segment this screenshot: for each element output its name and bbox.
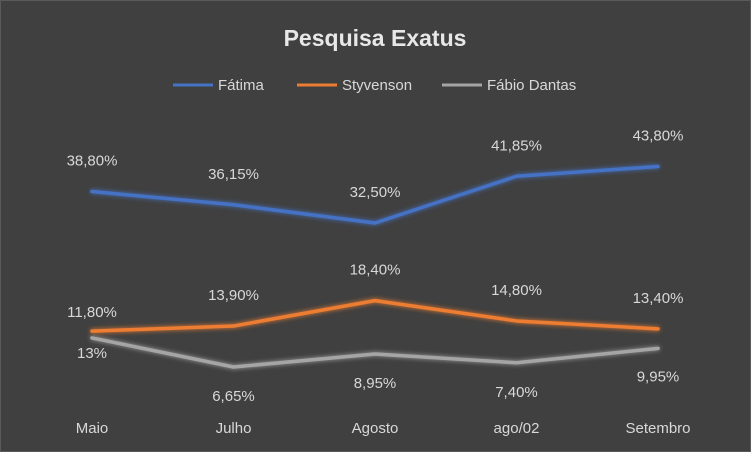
x-tick-label-3: ago/02 (494, 420, 540, 437)
data-label-2-0: 11,80% (67, 304, 117, 321)
series-line-1 (90, 298, 660, 333)
data-label-1-0: 13% (77, 345, 107, 362)
legend-label-1: Styvenson (342, 77, 412, 94)
data-label-1-2: 18,40% (350, 262, 401, 279)
data-label-1-1: 13,90% (208, 287, 259, 304)
data-labels: 38,80% 36,15% 32,50% 41,85% 43,80% 13% 13,90% 1… (67, 128, 684, 406)
data-label-2-3: 7,40% (495, 384, 538, 401)
series-lines (90, 164, 660, 369)
data-label-0-3: 41,85% (491, 137, 542, 154)
x-tick-label-4: Setembro (625, 420, 690, 437)
chart-title: Pesquisa Exatus (284, 25, 467, 51)
data-label-0-4: 43,80% (633, 128, 684, 145)
legend-label-2: Fábio Dantas (487, 77, 576, 94)
x-tick-label-0: Maio (76, 420, 109, 437)
x-axis: Maio Julho Agosto ago/02 Setembro (76, 420, 691, 437)
data-label-2-1: 6,65% (212, 388, 255, 405)
x-tick-label-1: Julho (216, 420, 252, 437)
data-label-2-2: 8,95% (354, 375, 397, 392)
data-label-0-1: 36,15% (208, 166, 259, 183)
x-tick-label-2: Agosto (352, 420, 399, 437)
legend-label-0: Fátima (218, 77, 265, 94)
data-label-1-4: 13,40% (633, 290, 684, 307)
data-label-2-4: 9,95% (637, 368, 680, 385)
data-label-0-2: 32,50% (350, 184, 401, 201)
data-label-0-0: 38,80% (67, 153, 118, 170)
data-label-1-3: 14,80% (491, 282, 542, 299)
series-line-0 (90, 164, 660, 225)
series-line-2 (90, 336, 660, 369)
legend: Fátima Styvenson Fábio Dantas (173, 77, 576, 94)
